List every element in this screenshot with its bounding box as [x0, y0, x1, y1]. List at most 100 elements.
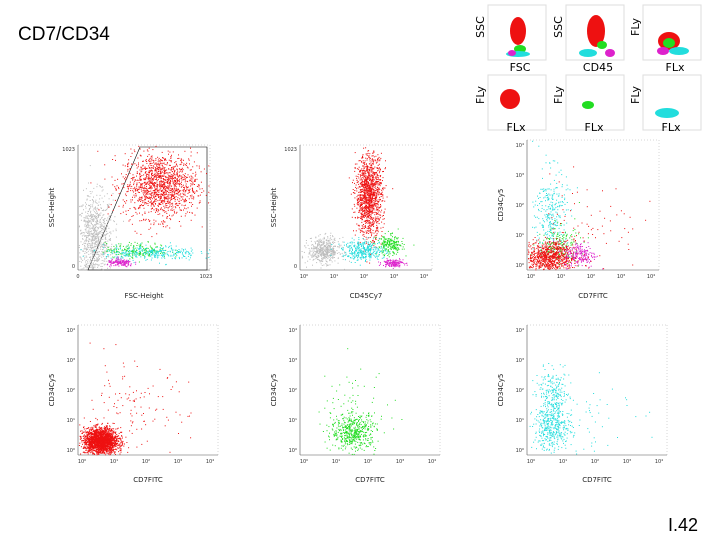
scatter-point: [359, 242, 361, 244]
scatter-point: [139, 154, 141, 156]
scatter-point: [333, 251, 335, 253]
scatter-point: [111, 250, 113, 252]
scatter-point: [388, 244, 390, 246]
scatter-point: [83, 258, 85, 260]
scatter-point: [330, 258, 331, 260]
scatter-point: [148, 219, 150, 221]
scatter-point: [163, 167, 165, 169]
scatter-point: [377, 170, 379, 172]
scatter-point: [101, 256, 103, 258]
scatter-point: [92, 227, 94, 229]
scatter-point: [167, 183, 169, 184]
scatter-point: [93, 268, 95, 270]
scatter-point: [92, 225, 94, 227]
scatter-point: [368, 255, 370, 257]
scatter-point: [114, 248, 116, 250]
scatter-point: [389, 248, 391, 250]
scatter-point: [143, 190, 145, 192]
scatter-point: [151, 203, 153, 205]
scatter-point: [160, 209, 162, 211]
scatter-point: [330, 256, 332, 258]
scatter-point: [388, 245, 390, 247]
scatter-point: [150, 169, 152, 171]
scatter-point: [356, 182, 358, 184]
scatter-point: [142, 165, 144, 167]
scatter-point: [364, 166, 366, 168]
scatter-point: [149, 172, 150, 173]
scatter-point: [371, 160, 373, 162]
scatter-point: [90, 204, 92, 206]
scatter-point: [160, 254, 162, 256]
scatter-point: [115, 159, 116, 161]
scatter-point: [147, 181, 149, 183]
scatter-point: [329, 255, 331, 257]
scatter-point: [87, 250, 89, 252]
scatter-point: [94, 229, 96, 231]
scatter-point: [177, 205, 179, 207]
scatter-point: [89, 264, 91, 266]
scatter-point: [374, 196, 376, 198]
scatter-point: [96, 232, 98, 234]
scatter-point: [376, 230, 378, 232]
scatter-point: [139, 196, 141, 198]
scatter-point: [136, 253, 138, 255]
scatter-point: [150, 197, 152, 199]
scatter-point: [350, 193, 352, 195]
scatter-point: [360, 218, 362, 219]
scatter-point: [122, 199, 124, 201]
scatter-point: [89, 262, 91, 264]
scatter-point: [363, 163, 365, 165]
scatter-point: [379, 159, 381, 161]
scatter-point: [151, 248, 153, 250]
scatter-point: [92, 206, 94, 208]
scatter-point: [150, 176, 152, 178]
scatter-point: [304, 245, 306, 247]
scatter-point: [403, 248, 405, 250]
scatter-point: [147, 200, 149, 202]
scatter-point: [110, 246, 112, 248]
scatter-point: [85, 230, 87, 232]
scatter-point: [371, 204, 373, 206]
scatter-point: [154, 251, 156, 253]
scatter-point: [82, 244, 84, 245]
scatter-point: [90, 246, 91, 248]
scatter-point: [175, 249, 177, 251]
scatter-point: [377, 231, 379, 233]
scatter-point: [364, 181, 366, 183]
scatter-point: [127, 168, 129, 170]
scatter-point: [163, 169, 165, 171]
scatter-point: [169, 214, 170, 216]
scatter-point: [80, 265, 82, 267]
scatter-point: [103, 255, 105, 257]
scatter-point: [376, 208, 378, 210]
scatter-point: [162, 166, 164, 168]
scatter-point: [153, 162, 155, 164]
scatter-point: [363, 186, 364, 188]
scatter-point: [368, 173, 370, 175]
scatter-point: [117, 257, 119, 259]
scatter-point: [125, 213, 127, 215]
scatter-point: [350, 253, 352, 255]
gate-population-blob: [657, 47, 669, 55]
scatter-point: [118, 186, 119, 188]
scatter-point: [126, 177, 128, 179]
scatter-gate-region: [87, 146, 208, 271]
scatter-point: [400, 245, 402, 247]
scatter-point: [363, 173, 365, 175]
scatter-point: [102, 224, 104, 226]
scatter-point: [186, 189, 188, 191]
scatter-point: [190, 202, 192, 204]
scatter-point: [344, 251, 345, 253]
scatter-point: [118, 243, 120, 245]
scatter-point: [118, 188, 120, 190]
scatter-point: [362, 165, 364, 167]
scatter-point: [103, 264, 105, 266]
scatter-point: [148, 182, 150, 184]
scatter-point: [108, 220, 110, 222]
scatter-point: [120, 261, 122, 263]
scatter-point: [114, 155, 116, 157]
scatter-point: [162, 178, 164, 180]
scatter-point: [95, 240, 97, 242]
